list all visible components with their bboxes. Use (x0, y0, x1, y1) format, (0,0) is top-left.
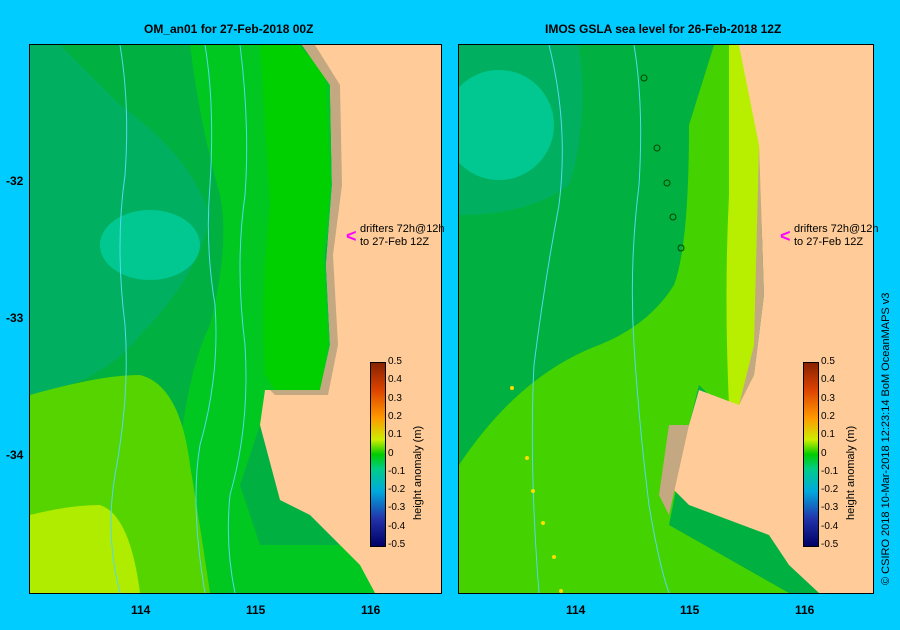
colorbar-tick-label: 0 (388, 447, 394, 459)
left-colorbar-title: height anomaly (m) (412, 425, 424, 520)
left-map-field (30, 45, 441, 593)
colorbar-tick-label: -0.4 (821, 520, 839, 532)
colorbar-tick-label: 0.1 (388, 429, 402, 441)
x-tick-label: 114 (566, 603, 586, 617)
colorbar-tick-label: 0 (821, 447, 827, 459)
right-map-field (459, 45, 873, 593)
right-map-panel (458, 44, 874, 594)
colorbar-tick-label: 0.3 (388, 392, 402, 404)
colorbar-tick-label: 0.4 (388, 374, 402, 386)
x-tick-label: 116 (795, 603, 815, 617)
right-drifters-label-2: to 27-Feb 12Z (794, 236, 864, 248)
right-colorbar (803, 362, 819, 547)
left-drifter-arrow-icon: < (346, 226, 357, 246)
colorbar-tick-label: -0.3 (388, 502, 406, 514)
colorbar-tick-label: 0.4 (821, 374, 835, 386)
right-map-title: IMOS GSLA sea level for 26-Feb-2018 12Z (545, 22, 782, 36)
colorbar-tick-label: -0.3 (821, 502, 839, 514)
colorbar-tick-label: 0.5 (388, 356, 402, 367)
colorbar-tick-label: -0.2 (821, 484, 839, 496)
left-map-title: OM_an01 for 27-Feb-2018 00Z (144, 22, 314, 36)
colorbar-tick-label: 0.5 (821, 356, 835, 367)
y-tick-label: -32 (6, 174, 24, 188)
colorbar-tick-label: 0.2 (388, 410, 402, 422)
colorbar-tick-label: -0.2 (388, 484, 406, 496)
copyright-text: © CSIRO 2018 10-Mar-2018 12:23:14 BoM Oc… (880, 292, 892, 585)
colorbar-tick-label: -0.1 (388, 465, 406, 477)
colorbar-tick-label: -0.5 (821, 539, 839, 550)
x-tick-label: 115 (246, 603, 266, 617)
right-drifters-label-1: drifters 72h@12h (794, 223, 879, 235)
left-colorbar (370, 362, 386, 547)
y-tick-label: -34 (6, 448, 24, 462)
colorbar-tick-label: -0.4 (388, 520, 406, 532)
left-drifters-label-1: drifters 72h@12h (360, 223, 445, 235)
colorbar-tick-label: 0.3 (821, 392, 835, 404)
colorbar-tick-label: 0.2 (821, 410, 835, 422)
right-drifter-arrow-icon: < (780, 226, 791, 246)
x-tick-label: 114 (131, 603, 151, 617)
left-drifters-label-2: to 27-Feb 12Z (360, 236, 430, 248)
colorbar-tick-label: 0.1 (821, 429, 835, 441)
x-tick-label: 116 (361, 603, 381, 617)
x-tick-label: 115 (680, 603, 700, 617)
y-tick-label: -33 (6, 311, 24, 325)
left-map-panel (29, 44, 442, 594)
colorbar-tick-label: -0.1 (821, 465, 839, 477)
right-colorbar-title: height anomaly (m) (845, 425, 857, 520)
colorbar-tick-label: -0.5 (388, 539, 406, 550)
